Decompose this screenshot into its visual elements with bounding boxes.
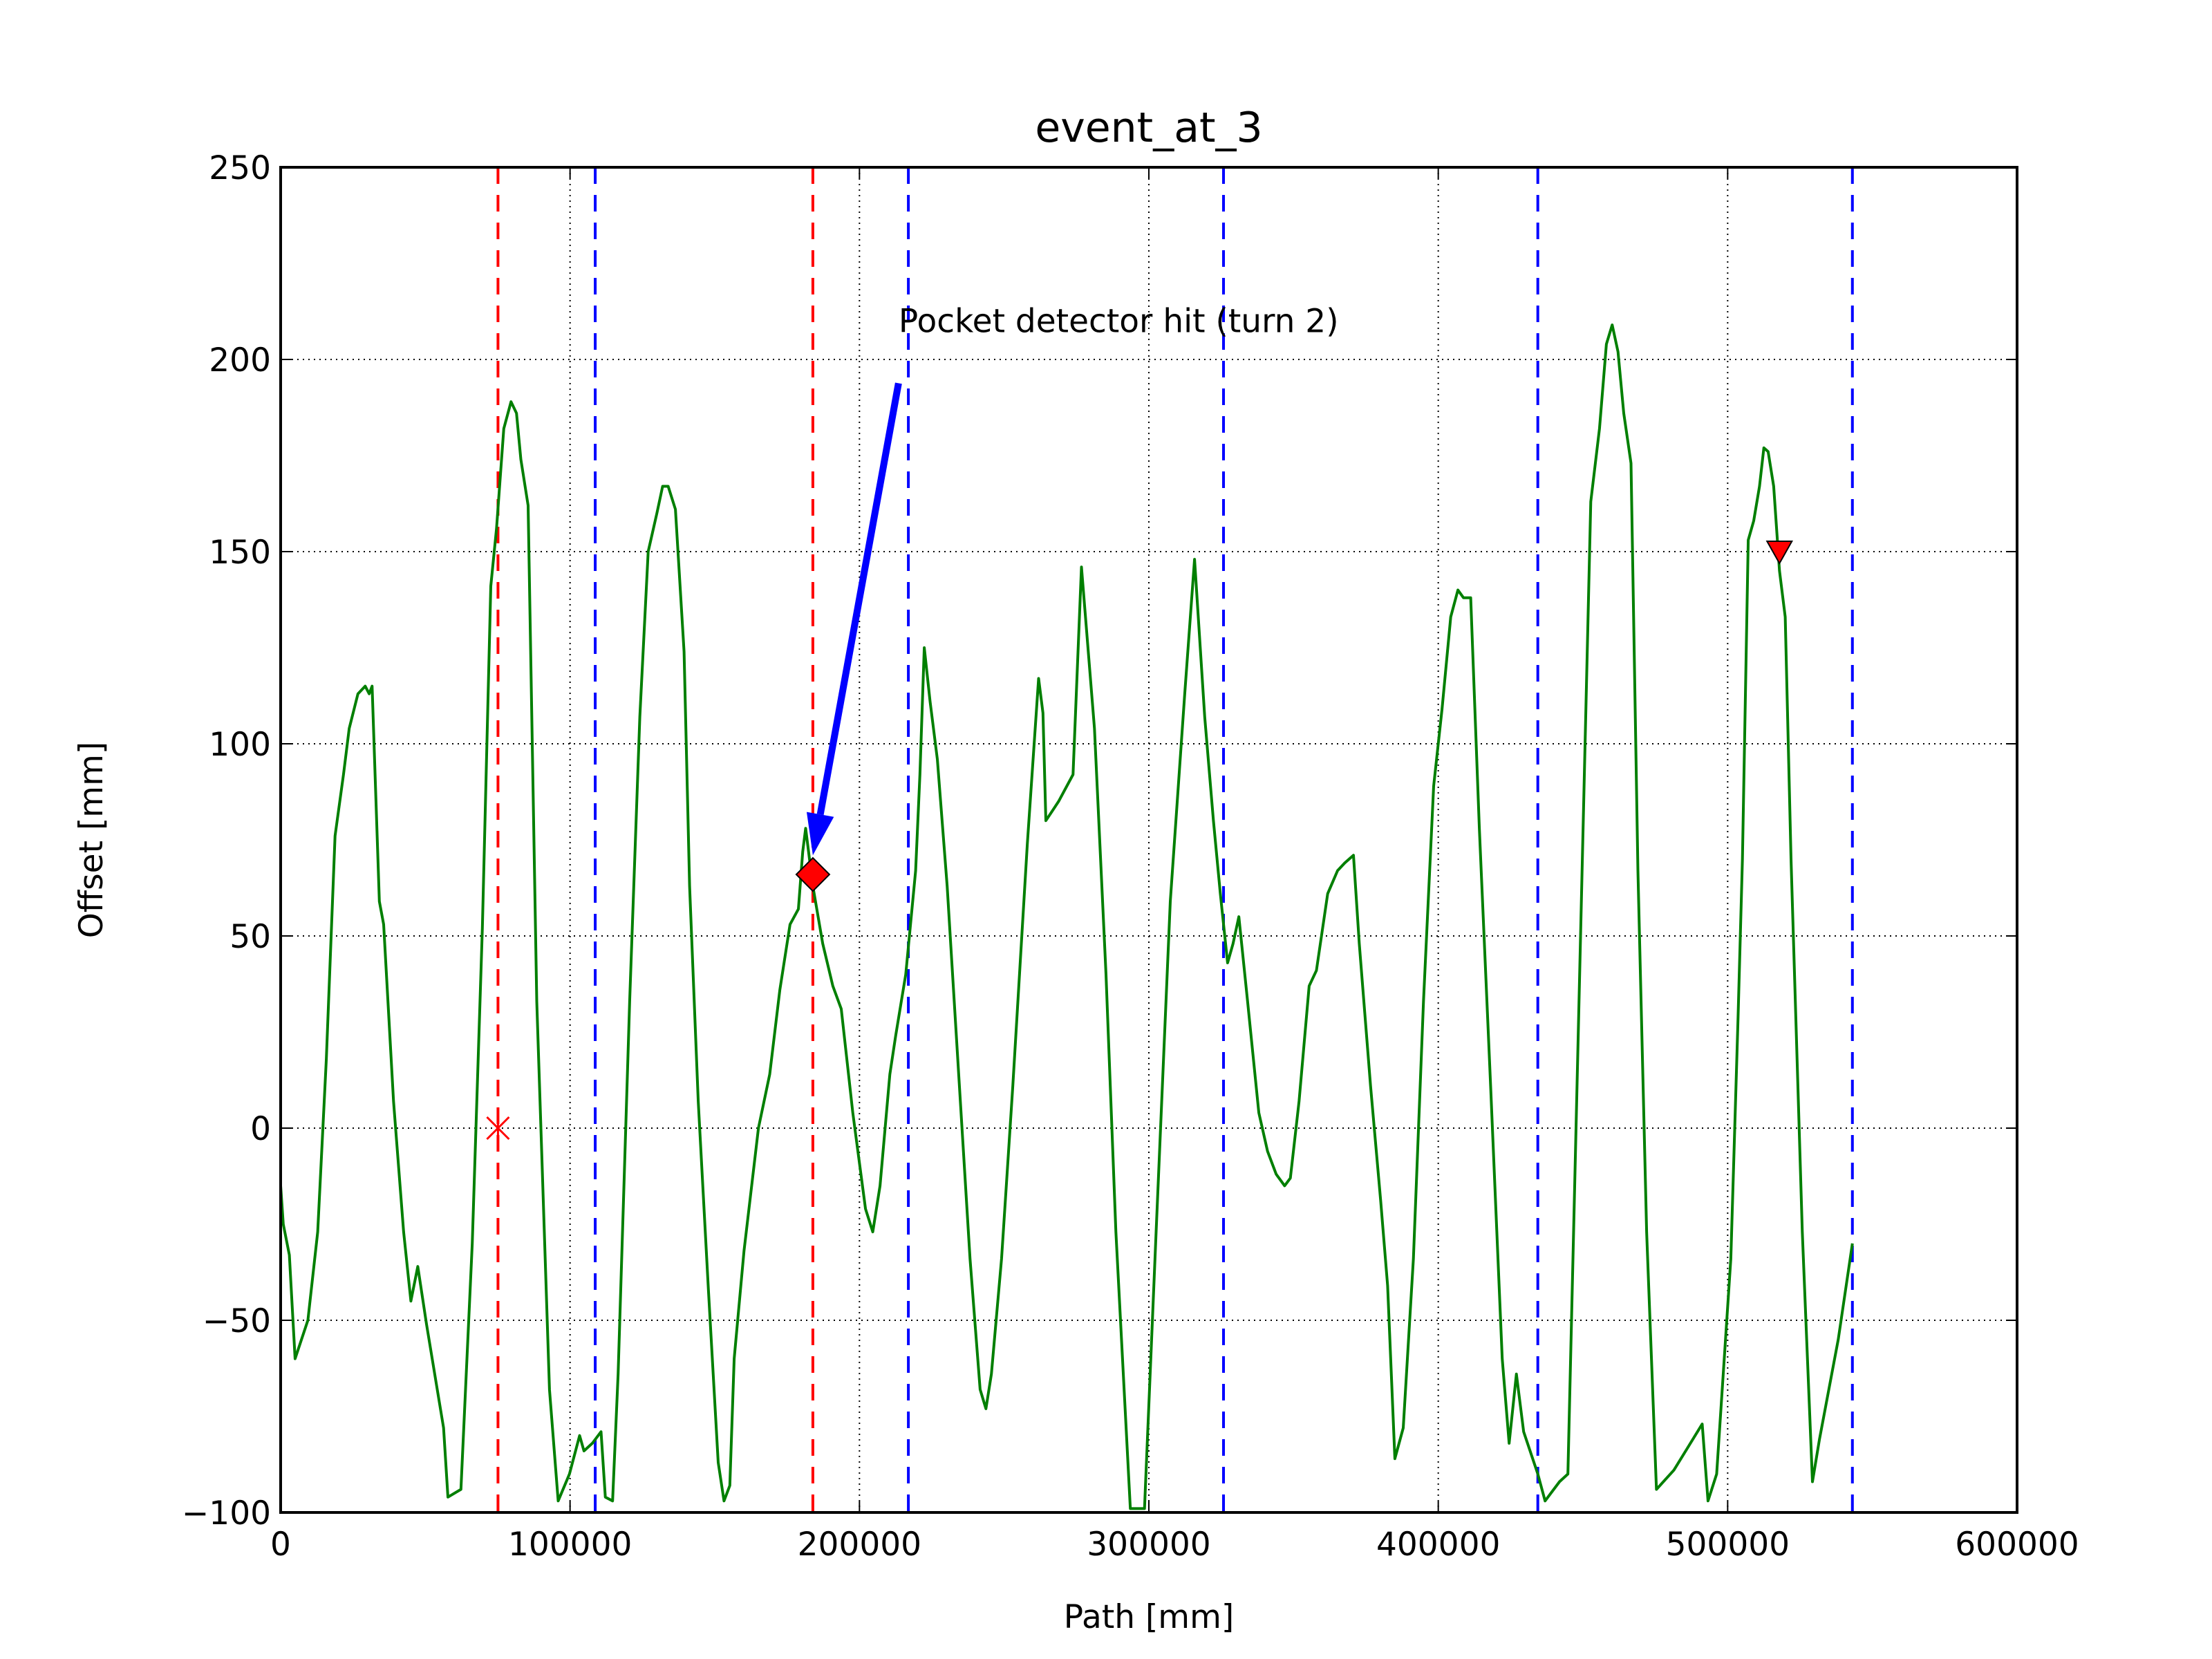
x-tick-label: 400000 <box>1376 1526 1500 1564</box>
marker <box>795 856 831 892</box>
y-tick-label: 100 <box>209 726 271 764</box>
chart-title: event_at_3 <box>1035 104 1262 152</box>
x-tick-label: 300000 <box>1087 1526 1210 1564</box>
y-tick-label: −100 <box>182 1494 271 1533</box>
data-line <box>279 324 1854 1510</box>
plot-frame <box>279 166 2018 1514</box>
annotation: Pocket detector hit (turn 2) <box>899 302 1339 340</box>
y-tick-label: 50 <box>229 918 271 956</box>
x-axis-label: Path [mm] <box>1064 1598 1234 1636</box>
annotation-arrowhead <box>806 812 834 856</box>
x-tick-label: 600000 <box>1955 1526 2079 1564</box>
x-tick-label: 500000 <box>1666 1526 1790 1564</box>
y-tick-label: 150 <box>209 534 271 572</box>
x-tick-label: 200000 <box>798 1526 921 1564</box>
y-tick-label: 200 <box>209 341 271 379</box>
x-tick-label: 0 <box>270 1526 291 1564</box>
y-tick-label: 0 <box>250 1110 271 1148</box>
y-axis-label: Offset [mm] <box>73 742 111 938</box>
marker <box>486 1114 510 1142</box>
annotation-arrow <box>816 382 902 816</box>
y-tick-label: 250 <box>209 149 271 187</box>
marker <box>1765 541 1793 565</box>
y-tick-label: −50 <box>203 1302 271 1340</box>
x-tick-label: 100000 <box>508 1526 632 1564</box>
